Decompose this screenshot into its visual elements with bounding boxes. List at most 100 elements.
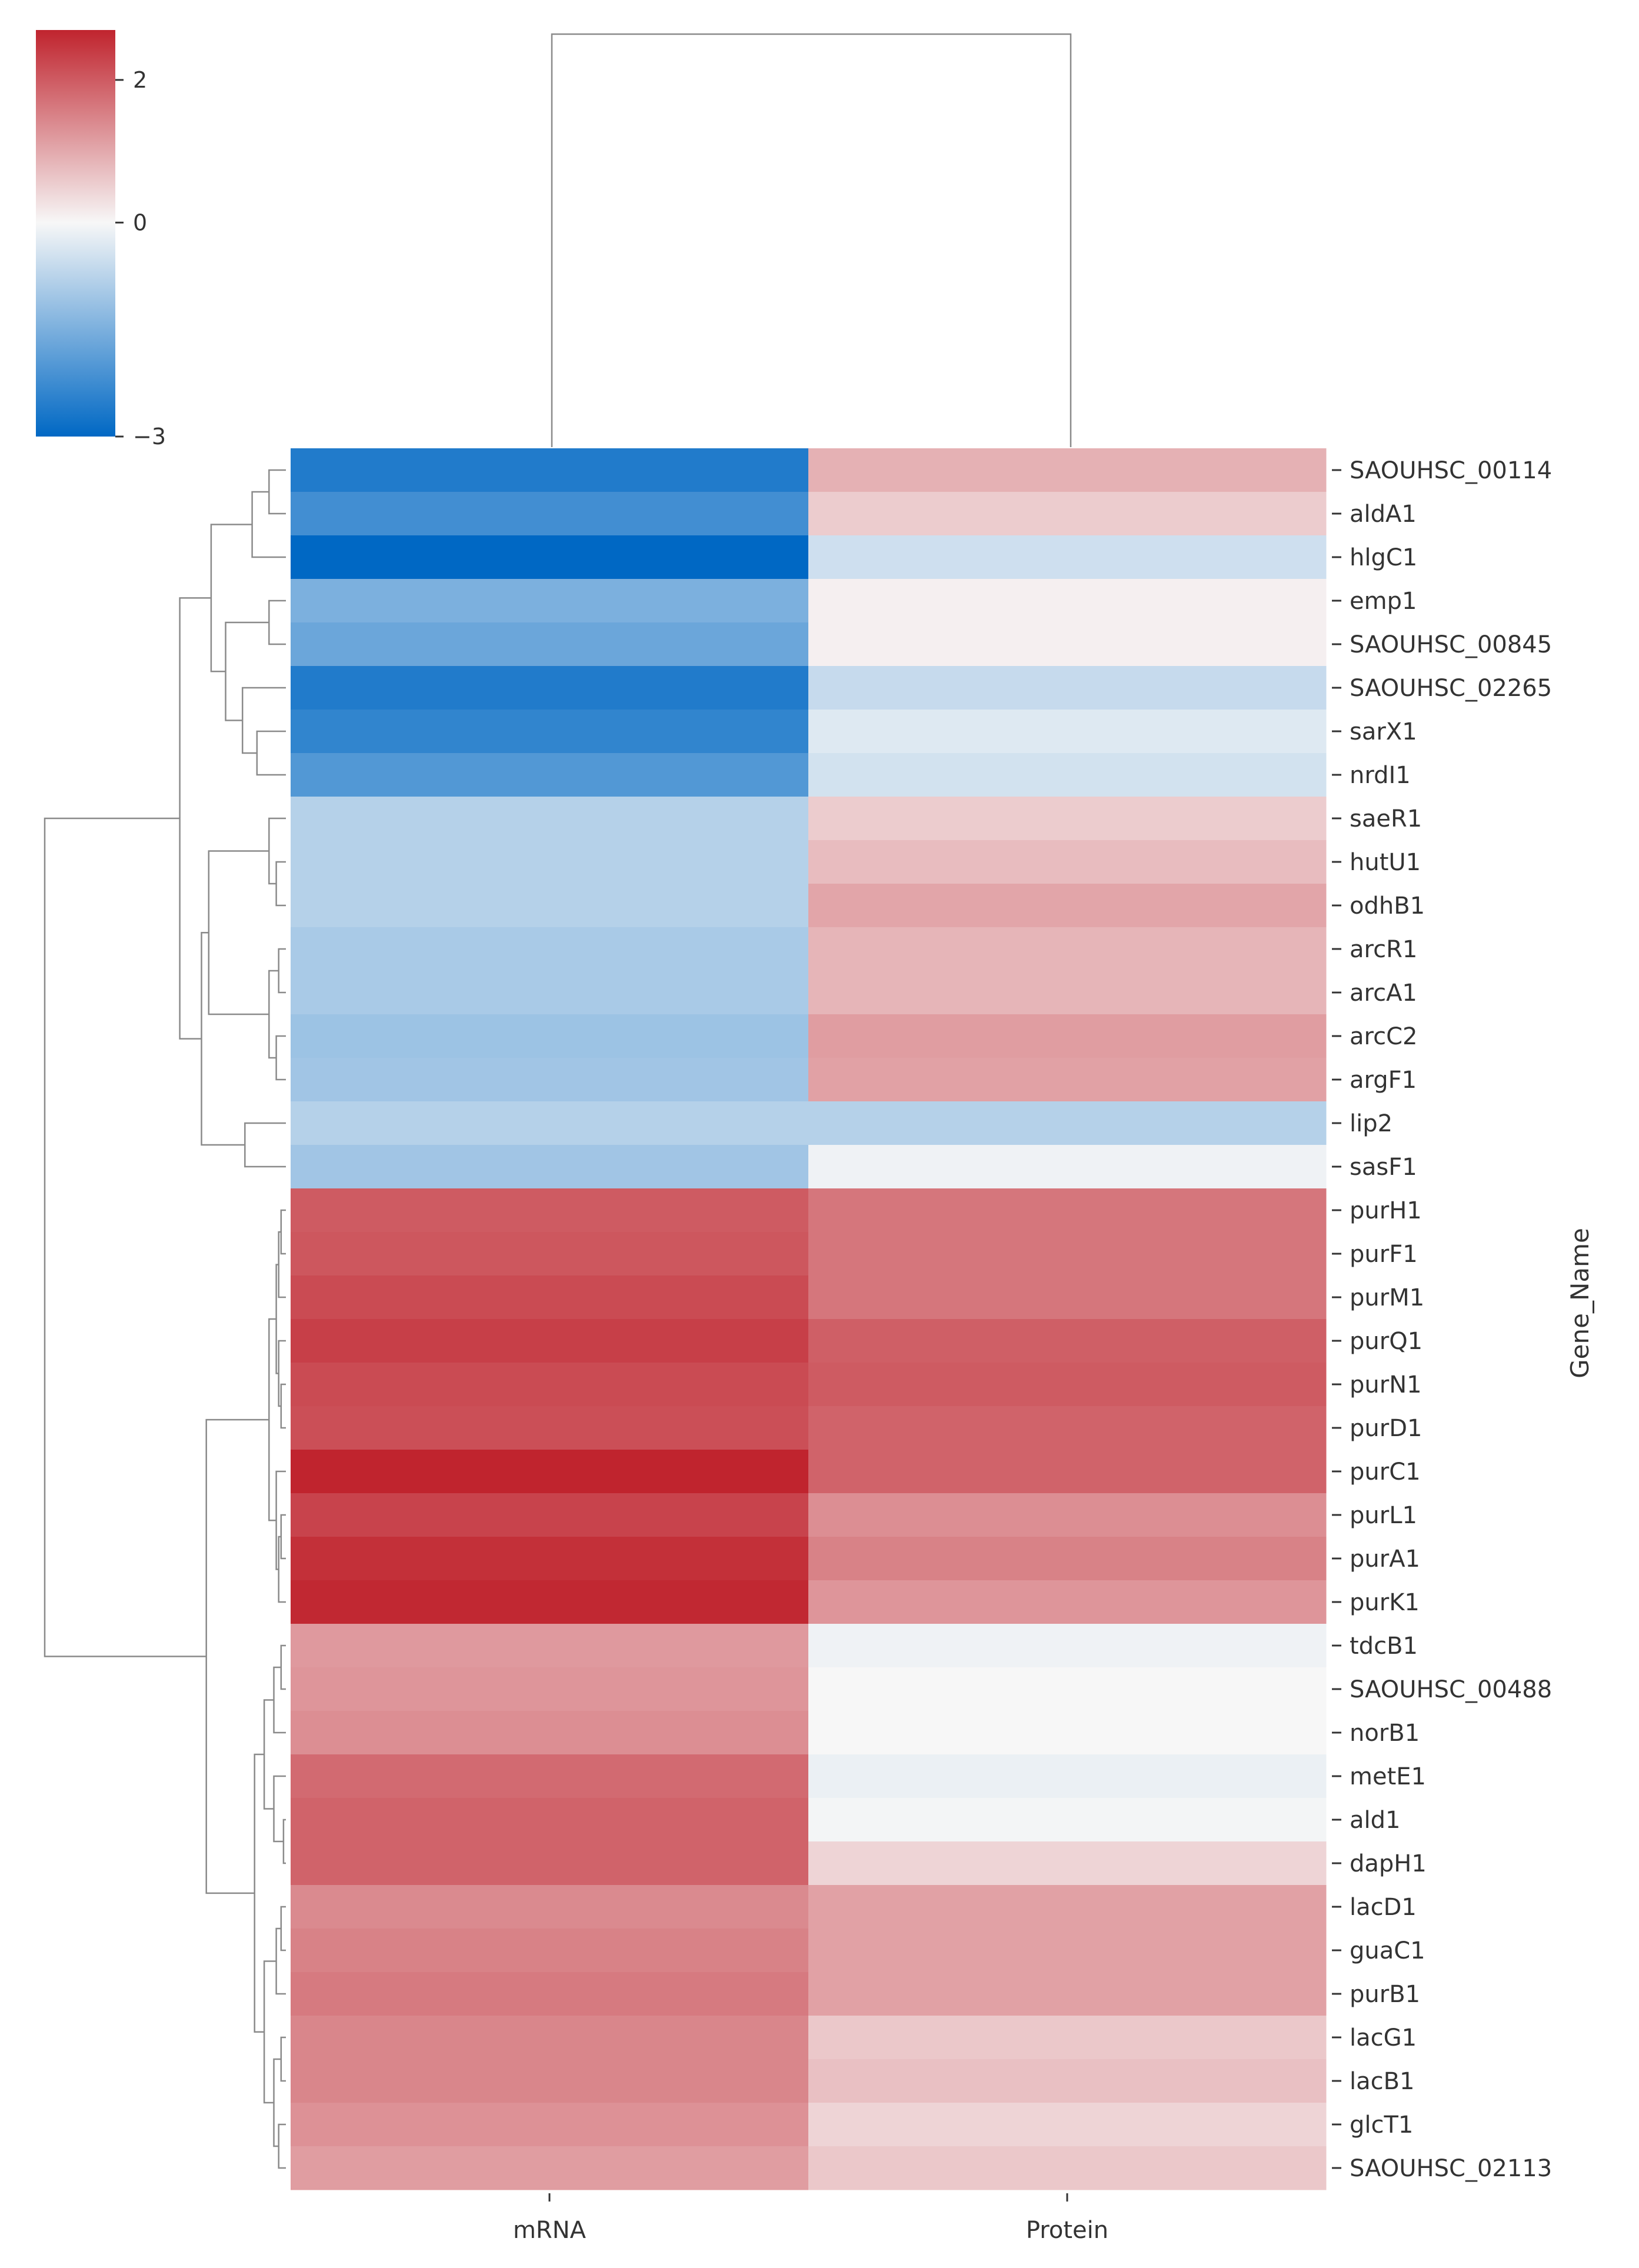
row-label: purL1 [1350,1502,1417,1529]
heatmap-cell [291,1798,809,1842]
heatmap-cell [291,753,809,797]
heatmap-cell [808,1929,1327,1973]
row-label: SAOUHSC_02113 [1350,2155,1552,2182]
row-dendrogram-link [278,1536,286,1603]
heatmap-cell [808,448,1327,492]
row-dendrogram-link [280,1906,286,1951]
heatmap-cell [808,1058,1327,1102]
row-dendrogram-link [225,621,269,721]
heatmap-cell [291,1058,809,1102]
heatmap-cell [291,1624,809,1668]
heatmap-cell [291,579,809,623]
heatmap-cell [808,1275,1327,1320]
row-dendrogram-link [268,600,286,645]
heatmap-cell [808,1798,1327,1842]
row-label: odhB1 [1350,892,1425,920]
heatmap-cell [808,1537,1327,1581]
row-label: tdcB1 [1350,1633,1418,1660]
row-label: lacG1 [1350,2024,1417,2051]
row-dendrogram-link [280,1514,286,1560]
heatmap-cell [291,1667,809,1711]
heatmap-cell [808,579,1327,623]
row-dendrogram-link [210,524,252,672]
heatmap-cell [808,1232,1327,1276]
row-label: purK1 [1350,1589,1420,1616]
heatmap-cell [808,1667,1327,1711]
y-axis-title: Gene_Name [1565,1228,1594,1378]
heatmap-cell [808,840,1327,884]
heatmap-cell [291,448,809,492]
heatmap-cell [291,884,809,928]
heatmap-cell [808,1580,1327,1624]
row-dendrogram-link [275,1035,286,1081]
row-labels: SAOUHSC_00114 aldA1 hlgC1 emp1 SAOUHSC_00845… [1332,457,1552,2182]
row-label: arcA1 [1350,980,1417,1007]
heatmap-cell [291,1711,809,1755]
row-label: saeR1 [1350,805,1422,832]
row-dendrogram-link [244,1122,286,1168]
heatmap-cell [291,1885,809,1929]
heatmap-cell [291,1188,809,1233]
heatmap-cell [808,710,1327,754]
heatmap-cell [808,2016,1327,2060]
row-dendrogram-link [268,970,279,1059]
row-label: purH1 [1350,1197,1422,1224]
heatmap-cell [808,2146,1327,2190]
heatmap-cell [808,2059,1327,2103]
row-dendrogram-link [44,817,206,1657]
row-label: dapH1 [1350,1850,1427,1877]
heatmap-cell [291,1145,809,1189]
heatmap-cell [808,753,1327,797]
column-dendrogram-link [551,33,1072,447]
row-dendrogram-link [280,1383,286,1429]
heatmap-cell [291,797,809,841]
heatmap-cell [808,1841,1327,1886]
row-label: SAOUHSC_00114 [1350,457,1552,484]
heatmap-cell [808,492,1327,536]
heatmap-cell [291,2059,809,2103]
heatmap-cell [291,1972,809,2016]
row-label: SAOUHSC_02265 [1350,675,1552,702]
heatmap-cell [808,1101,1327,1145]
colorbar: 2 0 −3 [36,30,166,449]
heatmap-cell [291,1363,809,1407]
row-label: SAOUHSC_00488 [1350,1676,1552,1703]
heatmap-cell [808,1014,1327,1058]
row-label: purD1 [1350,1415,1422,1442]
row-dendrogram-link [280,1209,286,1255]
row-label: purA1 [1350,1546,1420,1573]
column-labels: mRNA Protein [513,2193,1108,2244]
heatmap-cell [291,2016,809,2060]
row-dendrogram-link [268,469,286,515]
row-label: purQ1 [1350,1328,1423,1355]
column-label: mRNA [513,2217,587,2244]
row-label: nrdI1 [1350,762,1411,789]
heatmap-cell [808,1450,1327,1494]
row-dendrogram-link [278,948,286,994]
heatmap-cell [291,1406,809,1450]
heatmap-cell [808,1711,1327,1755]
heatmap-cell [291,710,809,754]
row-label: purN1 [1350,1371,1422,1398]
heatmap-cell [291,2146,809,2190]
heatmap-cell [291,927,809,971]
row-label: lip2 [1350,1110,1393,1137]
heatmap-cell [291,1275,809,1320]
heatmap-cell [808,927,1327,971]
heatmap-cell [808,1885,1327,1929]
heatmap-cell [808,1754,1327,1799]
heatmap-cell [808,1624,1327,1668]
row-dendrogram-link [280,1644,286,1690]
heatmap-cell [291,1450,809,1494]
row-label: purM1 [1350,1284,1424,1311]
row-label: norB1 [1350,1720,1420,1747]
heatmap-cell [291,1929,809,1973]
row-label: purC1 [1350,1458,1421,1486]
row-dendrogram-link [205,1418,269,1894]
row-dendrogram-link [179,597,211,1040]
row-label: purF1 [1350,1241,1418,1268]
heatmap-cell [291,840,809,884]
column-label: Protein [1026,2217,1108,2244]
row-label: guaC1 [1350,1937,1425,1964]
